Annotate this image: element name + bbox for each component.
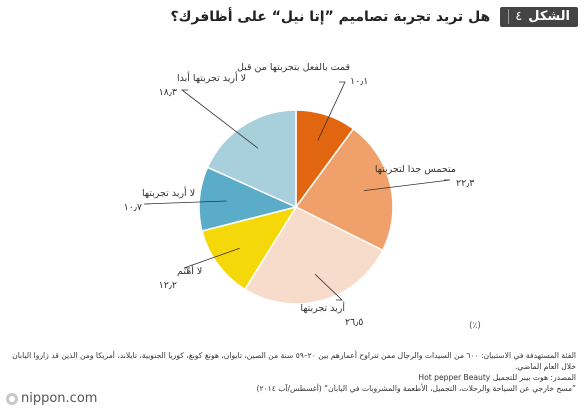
slice-value-4: ١٢٫٢ xyxy=(159,280,177,291)
slice-label-2: متحمس جدا لتجربتها xyxy=(375,164,456,175)
nippon-logo: nippon.com xyxy=(6,391,97,406)
pie-slice-2 xyxy=(294,127,394,252)
chart-header: الشكل ٤ هل تريد تجربة تصاميم ”إتا نيل“ ع… xyxy=(0,4,584,30)
slice-value-5: ١٠٫٧ xyxy=(124,202,142,213)
slice-value-6: ١٨٫٣ xyxy=(159,87,177,98)
leader-line-4 xyxy=(183,247,240,269)
pie-slice-4 xyxy=(201,205,298,291)
leader-line-6 xyxy=(180,89,259,149)
slice-label-6: لا أريد تجربتها أبدا xyxy=(177,71,246,84)
pie-slice-6 xyxy=(206,109,297,209)
footnote-source: المصدر: هوت بيبر للتجميل Hot pepper Beau… xyxy=(418,373,576,382)
figure-label: الشكل xyxy=(528,9,570,24)
figure-number: ٤ xyxy=(508,9,522,24)
slice-label-5: لا أريد تجربتها xyxy=(142,186,195,199)
footnote-target: الفئة المستهدفة في الاستبيان: ٦٠٠ من الس… xyxy=(12,351,576,371)
unit-label: (٪) xyxy=(469,321,481,331)
footnotes: الفئة المستهدفة في الاستبيان: ٦٠٠ من الس… xyxy=(8,350,576,394)
slice-label-3: أريد تجربتها xyxy=(300,301,345,314)
slice-label-1: قمت بالفعل بتجربتها من قبل xyxy=(237,62,350,73)
leader-line-2 xyxy=(363,179,451,192)
leader-line-1 xyxy=(317,81,346,141)
logo-text: nippon.com xyxy=(21,391,98,406)
slice-value-2: ٢٢٫٣ xyxy=(456,178,474,189)
figure-badge: الشكل ٤ xyxy=(500,7,578,27)
slice-value-1: ١٠٫١ xyxy=(350,76,368,87)
leader-line-5 xyxy=(143,200,227,205)
slice-label-4: لا أهتم xyxy=(177,264,202,277)
footnote-survey: ”مسح خارجي عن السياحة والرحلات، التجميل،… xyxy=(256,384,576,393)
leader-line-3 xyxy=(314,273,343,301)
logo-mark-icon xyxy=(6,392,18,405)
slice-value-3: ٢٦٫٥ xyxy=(345,317,363,328)
chart-title: هل تريد تجربة تصاميم ”إتا نيل“ على أظافر… xyxy=(170,9,491,25)
pie-slice-3 xyxy=(243,206,384,305)
